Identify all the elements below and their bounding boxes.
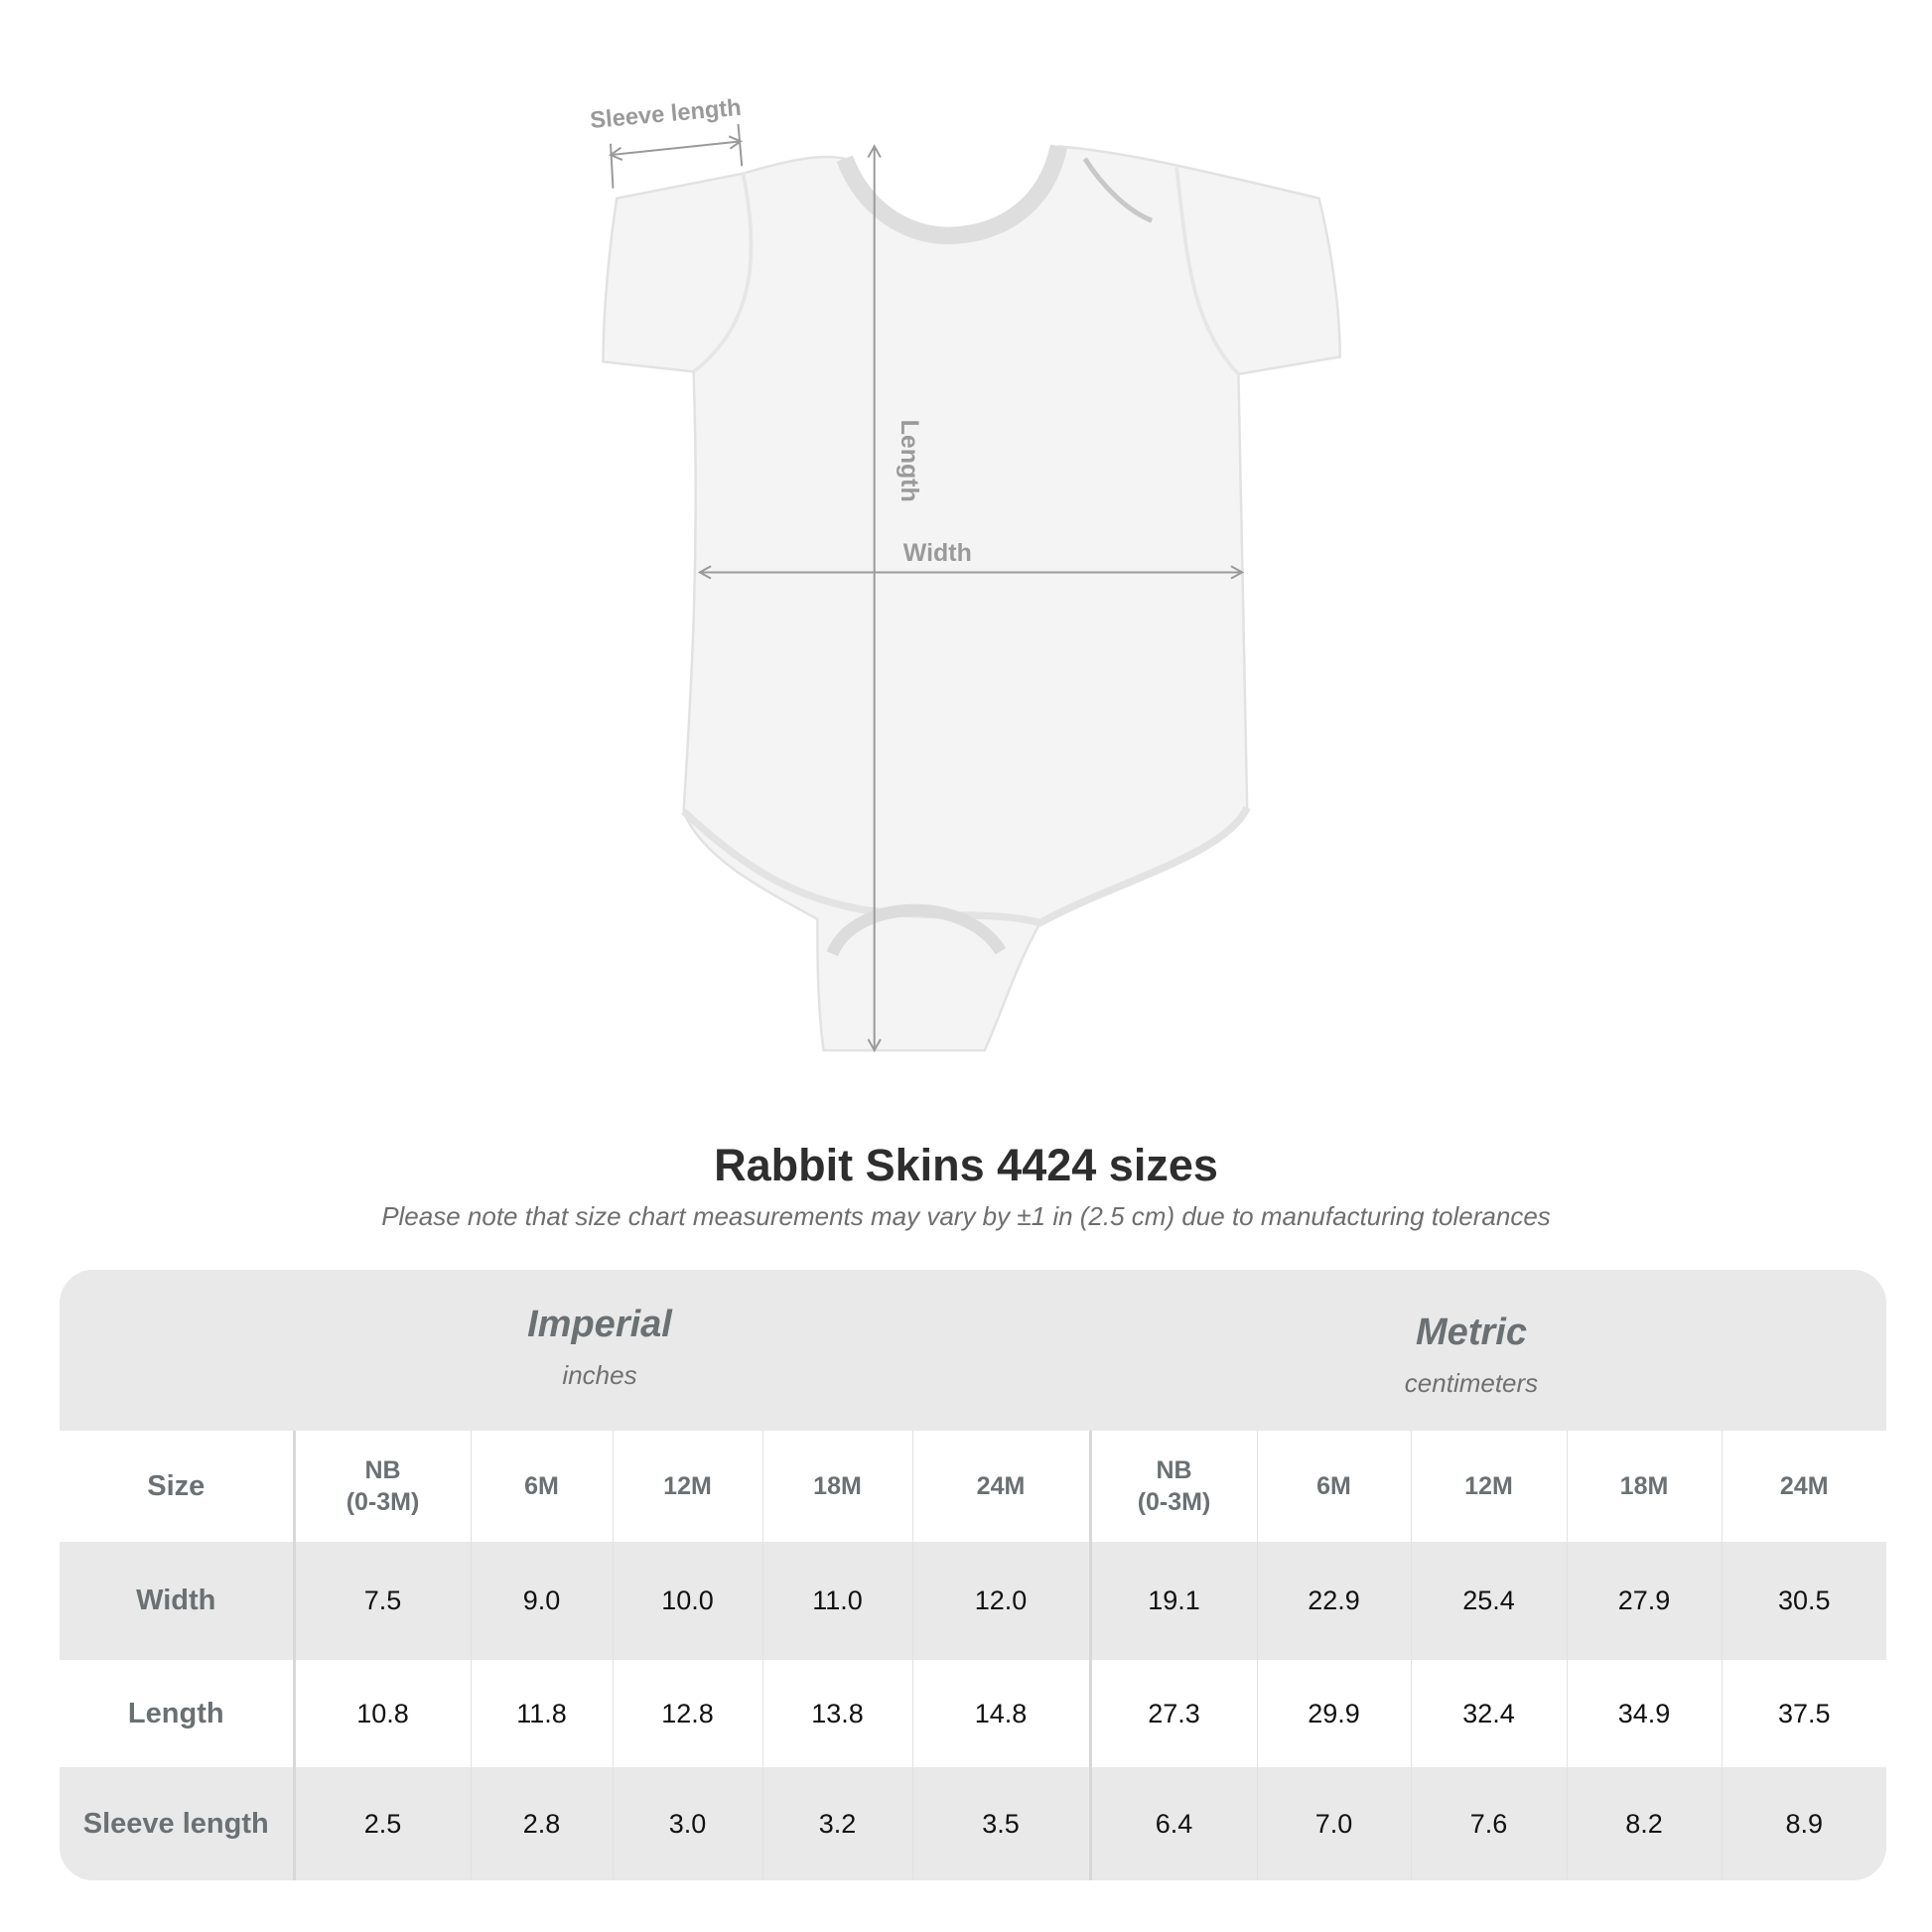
metric-header: Metric centimeters <box>1273 1311 1670 1399</box>
imperial-value: 2.5 <box>293 1767 471 1880</box>
metric-value: 7.6 <box>1410 1767 1567 1880</box>
metric-value: 27.3 <box>1088 1660 1257 1767</box>
metric-size-header: 18M <box>1566 1431 1722 1542</box>
imperial-value: 11.0 <box>761 1542 912 1660</box>
table-row: Width 7.5 9.0 10.0 11.0 12.0 19.1 22.9 25.4 27.9 3… <box>60 1542 1886 1660</box>
length-label: Length <box>896 420 923 502</box>
row-label: Sleeve length <box>60 1767 296 1880</box>
unit-header-band <box>60 1270 1886 1431</box>
imperial-value: 7.5 <box>293 1542 471 1660</box>
row-label: Width <box>60 1542 296 1660</box>
metric-value: 34.9 <box>1566 1660 1722 1767</box>
sleeve-length-measure: Sleeve length <box>589 95 744 189</box>
size-chart-table: Imperial inches Metric centimeters Size N… <box>60 1270 1886 1880</box>
metric-value: 25.4 <box>1410 1542 1567 1660</box>
imperial-value: 12.0 <box>911 1542 1090 1660</box>
metric-value: 19.1 <box>1088 1542 1257 1660</box>
width-label: Width <box>903 539 972 567</box>
table-row: Sleeve length 2.5 2.8 3.0 3.2 3.5 6.4 7.0 7.6 8.2… <box>60 1767 1886 1880</box>
imperial-value: 2.8 <box>470 1767 613 1880</box>
width-measure: Width <box>697 539 1245 580</box>
metric-value: 32.4 <box>1410 1660 1567 1767</box>
size-header-row: Size NB (0-3M) 6M 12M 18M 24M NB (0-3M) 6M 12M 18M 2… <box>60 1431 1886 1542</box>
imperial-size-header: 6M <box>470 1431 613 1542</box>
metric-value: 27.9 <box>1566 1542 1722 1660</box>
imperial-value: 12.8 <box>612 1660 762 1767</box>
imperial-unit: inches <box>562 1360 637 1390</box>
imperial-value: 9.0 <box>470 1542 613 1660</box>
imperial-value: 3.2 <box>761 1767 912 1880</box>
imperial-value: 13.8 <box>761 1660 912 1767</box>
imperial-header: Imperial inches <box>401 1304 798 1391</box>
imperial-value: 14.8 <box>911 1660 1090 1767</box>
size-label: Size <box>60 1431 296 1542</box>
row-label: Length <box>60 1660 296 1767</box>
metric-value: 37.5 <box>1721 1660 1886 1767</box>
metric-title: Metric <box>1416 1311 1527 1353</box>
sleeve-length-label: Sleeve length <box>589 95 742 134</box>
metric-size-header: 6M <box>1256 1431 1411 1542</box>
imperial-title: Imperial <box>527 1304 672 1345</box>
metric-value: 22.9 <box>1256 1542 1411 1660</box>
imperial-value: 10.8 <box>293 1660 471 1767</box>
imperial-size-header: NB (0-3M) <box>293 1431 471 1542</box>
metric-size-header: NB (0-3M) <box>1088 1431 1257 1542</box>
metric-unit: centimeters <box>1404 1368 1539 1398</box>
table-row: Length 10.8 11.8 12.8 13.8 14.8 27.3 29.9 32.4 34… <box>60 1660 1886 1767</box>
imperial-value: 10.0 <box>612 1542 762 1660</box>
metric-value: 30.5 <box>1721 1542 1886 1660</box>
metric-value: 8.9 <box>1721 1767 1886 1880</box>
tolerance-note: Please note that size chart measurements… <box>381 1201 1551 1231</box>
imperial-value: 3.0 <box>612 1767 762 1880</box>
metric-value: 7.0 <box>1256 1767 1411 1880</box>
imperial-value: 3.5 <box>911 1767 1090 1880</box>
imperial-size-header: 24M <box>911 1431 1090 1542</box>
imperial-size-header: 18M <box>761 1431 912 1542</box>
metric-size-header: 24M <box>1721 1431 1886 1542</box>
length-measure: Length <box>867 144 923 1053</box>
page-title: Rabbit Skins 4424 sizes <box>714 1140 1218 1190</box>
metric-size-header: 12M <box>1410 1431 1567 1542</box>
imperial-size-header: 12M <box>612 1431 762 1542</box>
size-table: Size NB (0-3M) 6M 12M 18M 24M NB (0-3M) 6M 12M 18M 2… <box>60 1431 1886 1880</box>
metric-value: 8.2 <box>1566 1767 1722 1880</box>
bodysuit-diagram: Sleeve length Length Width <box>589 95 1341 1053</box>
metric-value: 29.9 <box>1256 1660 1411 1767</box>
imperial-value: 11.8 <box>470 1660 613 1767</box>
metric-value: 6.4 <box>1088 1767 1257 1880</box>
